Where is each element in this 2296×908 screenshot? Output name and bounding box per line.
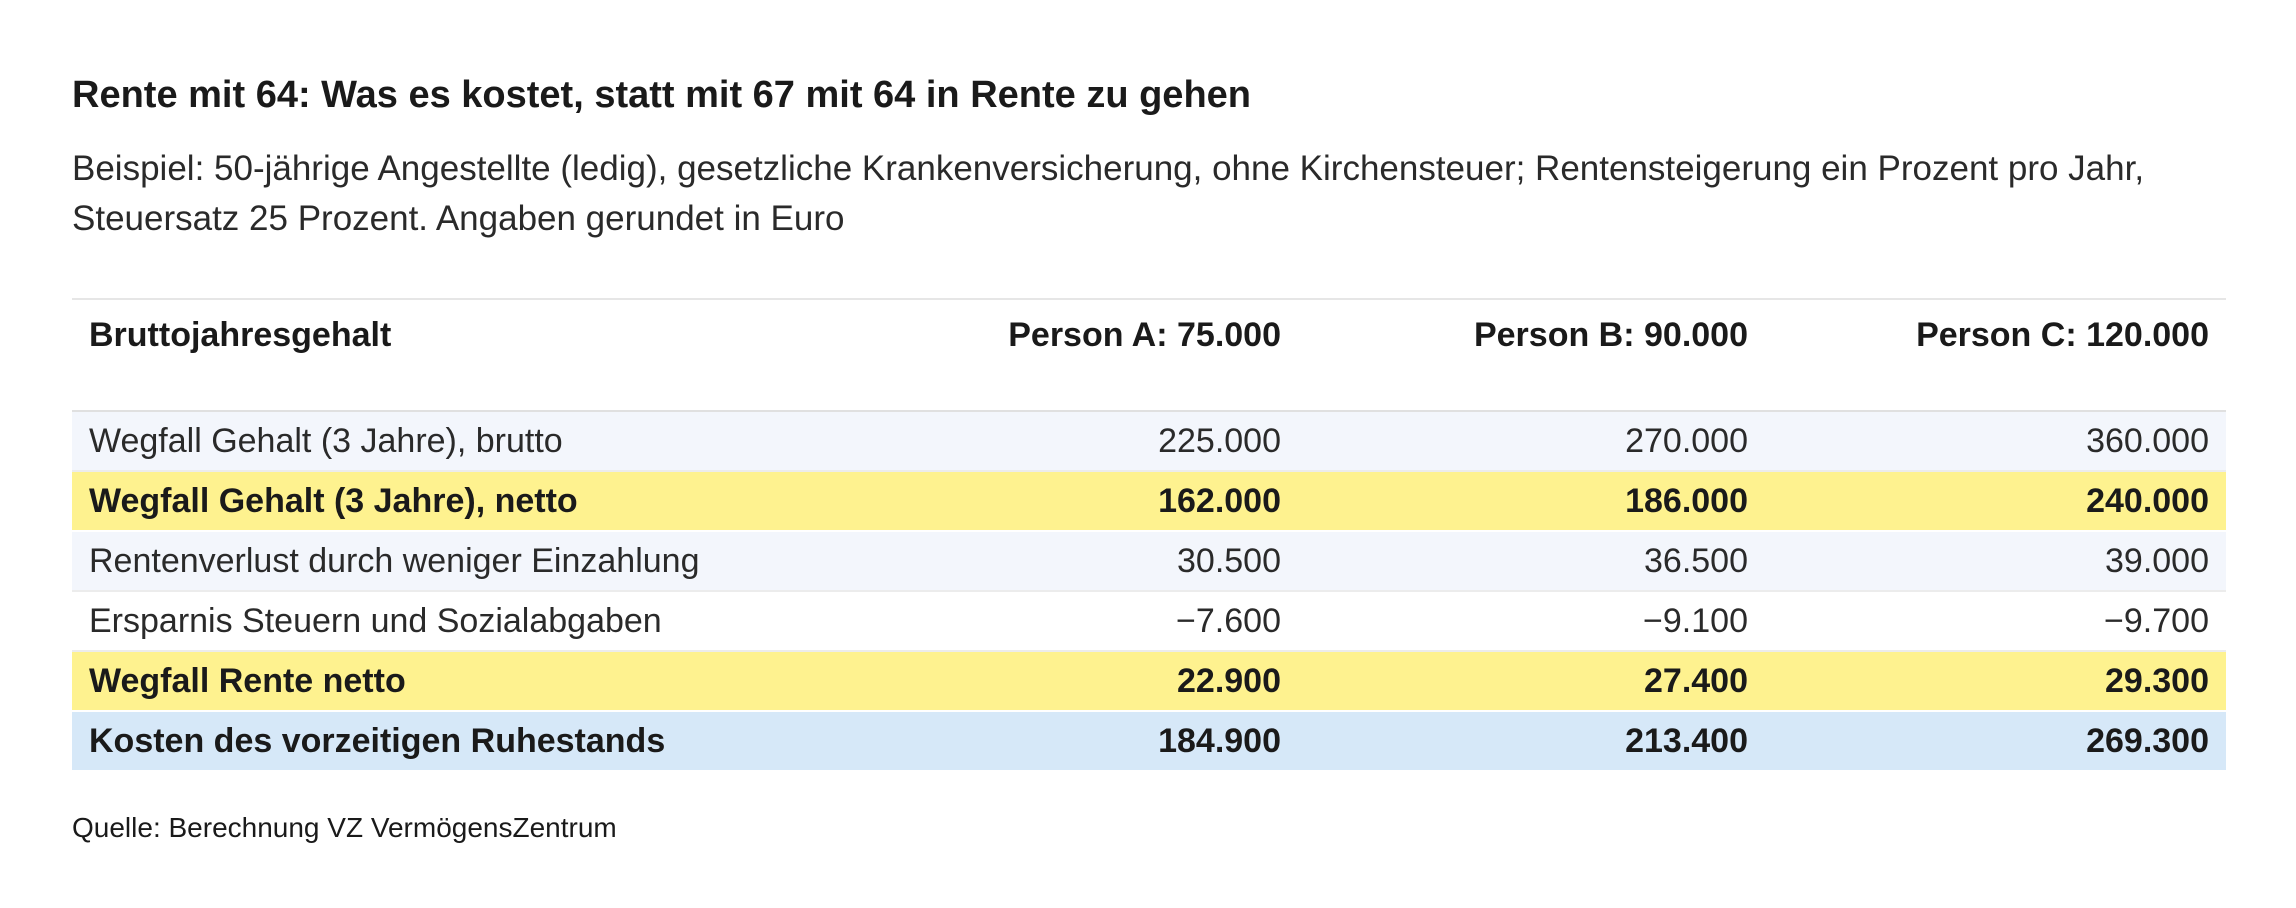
row-label: Wegfall Gehalt (3 Jahre), brutto (72, 411, 947, 472)
row-label: Rentenverlust durch weniger Einzahlung (72, 531, 947, 592)
row-label: Ersparnis Steuern und Sozialabgaben (72, 591, 947, 652)
chart-title: Rente mit 64: Was es kostet, statt mit 6… (72, 74, 1252, 116)
column-header-person-b: Person B: 90.000 (1473, 316, 1748, 354)
cell-value: 30.500 (947, 531, 1298, 592)
table-row: Kosten des vorzeitigen Ruhestands 184.900… (72, 711, 2226, 772)
table-row: Wegfall Gehalt (3 Jahre), brutto 225.000 2… (72, 411, 2226, 472)
cell-value: −9.100 (1298, 591, 1765, 652)
cell-value: −9.700 (1765, 591, 2226, 652)
column-header-person-a: Person A: 75.000 (1008, 316, 1281, 354)
cell-value: 162.000 (947, 471, 1298, 532)
cell-value: 36.500 (1298, 531, 1765, 592)
cell-value: 269.300 (1765, 711, 2226, 772)
table-row: Ersparnis Steuern und Sozialabgaben −7.60… (72, 591, 2226, 652)
row-label: Kosten des vorzeitigen Ruhestands (72, 711, 947, 772)
cell-value: 186.000 (1298, 471, 1765, 532)
data-table: Bruttojahresgehalt Person A: 75.000 Pers… (72, 298, 2226, 772)
row-label: Wegfall Gehalt (3 Jahre), netto (72, 471, 947, 532)
table-row: Wegfall Rente netto 22.900 27.400 29.300 (72, 651, 2226, 712)
chart-subtitle: Beispiel: 50-jährige Angestellte (ledig)… (72, 149, 2145, 238)
cell-value: −7.600 (947, 591, 1298, 652)
cell-value: 39.000 (1765, 531, 2226, 592)
cell-value: 213.400 (1298, 711, 1765, 772)
cell-value: 29.300 (1765, 651, 2226, 712)
cell-value: 270.000 (1298, 411, 1765, 472)
cell-value: 22.900 (947, 651, 1298, 712)
table-header: Bruttojahresgehalt Person A: 75.000 Pers… (72, 299, 2226, 411)
cell-value: 27.400 (1298, 651, 1765, 712)
row-label: Wegfall Rente netto (72, 651, 947, 712)
header-row: Bruttojahresgehalt Person A: 75.000 Pers… (72, 299, 2226, 411)
table-body: Wegfall Gehalt (3 Jahre), brutto 225.000 2… (72, 411, 2226, 772)
cell-value: 225.000 (947, 411, 1298, 472)
table-row: Wegfall Gehalt (3 Jahre), netto 162.000 18… (72, 471, 2226, 532)
column-header-person-c: Person C: 120.000 (1916, 316, 2209, 354)
chart-container: Rente mit 64: Was es kostet, statt mit 6… (72, 70, 2226, 846)
cell-value: 184.900 (947, 711, 1298, 772)
cell-value: 240.000 (1765, 471, 2226, 532)
source-note: Quelle: Berechnung VZ VermögensZentrum (72, 812, 617, 843)
table-row: Rentenverlust durch weniger Einzahlung 30… (72, 531, 2226, 592)
column-header-bruttojahresgehalt: Bruttojahresgehalt (89, 316, 392, 354)
cell-value: 360.000 (1765, 411, 2226, 472)
